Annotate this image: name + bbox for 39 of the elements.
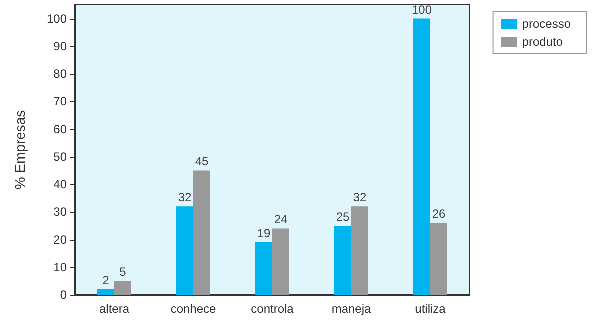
y-tick-label: 20 <box>54 232 68 247</box>
data-label: 19 <box>257 226 271 241</box>
data-label: 2 <box>102 273 110 288</box>
y-tick-label: 60 <box>54 122 68 136</box>
y-tick-label: 10 <box>54 260 68 274</box>
bar <box>256 242 272 295</box>
y-tick-label: 90 <box>54 39 68 54</box>
y-tick-label: 80 <box>54 67 68 82</box>
bar <box>114 281 132 295</box>
bar <box>272 228 290 295</box>
bar <box>414 18 430 295</box>
bar <box>98 289 114 295</box>
data-label: 45 <box>195 154 209 169</box>
y-tick-label: 50 <box>54 150 68 164</box>
legend-label: produto <box>522 35 564 49</box>
data-label: 5 <box>120 265 127 280</box>
y-tick-label: 70 <box>54 94 68 109</box>
x-tick-label: maneja <box>332 302 372 316</box>
bar <box>194 170 210 295</box>
x-tick-label: utiliza <box>415 302 446 316</box>
y-tick-label: 40 <box>54 178 68 192</box>
data-label: 100 <box>412 2 432 17</box>
data-label: 24 <box>274 212 288 227</box>
y-tick-label: 30 <box>54 205 68 220</box>
bar <box>430 223 448 295</box>
data-label: 32 <box>178 190 192 205</box>
data-label: 26 <box>432 207 446 222</box>
y-axis-title: % Empresas <box>12 110 28 190</box>
y-tick-label: 100 <box>46 12 68 26</box>
x-tick-label: altera <box>99 302 130 316</box>
bar <box>352 206 368 295</box>
x-tick-label: conhece <box>170 302 217 316</box>
data-label: 25 <box>336 210 350 224</box>
data-label: 32 <box>353 190 367 205</box>
y-tick-label: 0 <box>60 288 68 302</box>
x-tick-label: controla <box>251 302 294 316</box>
legend-label: processo <box>522 17 572 31</box>
bar <box>176 206 194 295</box>
bar <box>334 226 352 295</box>
